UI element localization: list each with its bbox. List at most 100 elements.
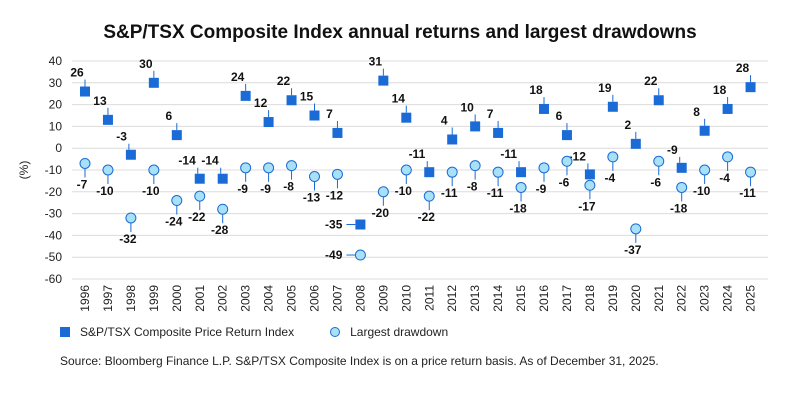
x-tick-label: 2015 [514, 285, 528, 312]
drawdown-data-label: -6 [650, 175, 661, 189]
return-point [722, 103, 733, 114]
return-data-label: -35 [325, 218, 343, 232]
drawdown-point [745, 166, 757, 178]
y-tick-label: -10 [45, 163, 63, 177]
x-tick-label: 2013 [468, 285, 482, 312]
y-tick-label: 20 [49, 98, 63, 112]
legend-item-drawdown: Largest drawdown [330, 325, 448, 339]
drawdown-point [79, 157, 91, 169]
return-data-label: 14 [392, 92, 406, 106]
x-tick-label: 2023 [698, 285, 712, 312]
legend-item-return: S&P/TSX Composite Price Return Index [60, 325, 294, 339]
return-point [286, 95, 297, 106]
return-point [148, 77, 159, 88]
return-point [470, 121, 481, 132]
x-tick-label: 2007 [330, 285, 344, 312]
y-tick-label: -30 [45, 207, 63, 221]
return-data-label: 7 [326, 107, 333, 121]
return-data-label: 26 [70, 66, 84, 80]
return-data-label: -11 [409, 147, 426, 161]
return-point [80, 86, 90, 97]
return-point [102, 114, 113, 125]
return-point [561, 130, 572, 141]
return-data-label: 10 [460, 100, 474, 114]
drawdown-point [309, 171, 320, 183]
drawdown-point [331, 168, 343, 180]
y-tick-label: 30 [49, 76, 63, 90]
return-data-label: -3 [116, 130, 127, 144]
x-tick-label: 1998 [124, 285, 138, 312]
x-tick-label: 2022 [675, 285, 689, 312]
drawdown-data-label: -37 [624, 243, 642, 257]
drawdown-point [561, 155, 573, 167]
return-data-label: 24 [231, 70, 245, 84]
return-point [493, 127, 504, 138]
return-point [630, 138, 641, 149]
return-point [676, 162, 687, 173]
return-data-label: 19 [598, 81, 612, 95]
x-tick-label: 2020 [629, 285, 643, 312]
drawdown-point [676, 181, 688, 193]
return-data-label: -14 [201, 154, 219, 168]
drawdown-point [653, 155, 665, 167]
drawdown-point [102, 164, 114, 176]
drawdown-data-label: -8 [283, 180, 294, 194]
return-data-label: 13 [93, 94, 107, 108]
drawdown-point [515, 181, 527, 193]
x-tick-label: 2002 [216, 285, 230, 312]
drawdown-data-label: -9 [536, 182, 547, 196]
drawdown-point [538, 162, 550, 174]
return-data-label: 28 [736, 61, 750, 75]
return-point [424, 167, 435, 178]
return-point [355, 219, 366, 230]
drawdown-data-label: -9 [260, 182, 271, 196]
x-tick-label: 1999 [147, 285, 161, 312]
legend-square-marker [60, 327, 70, 337]
drawdown-point [240, 162, 252, 174]
drawdown-data-label: -20 [372, 206, 390, 220]
drawdown-data-label: -11 [441, 186, 458, 200]
drawdown-data-label: -13 [303, 191, 321, 205]
x-tick-label: 2009 [376, 285, 390, 312]
return-point [607, 101, 618, 112]
return-data-label: 7 [487, 107, 494, 121]
x-tick-label: 2000 [170, 285, 184, 312]
return-point [263, 117, 274, 128]
drawdown-point [148, 164, 160, 176]
return-data-label: 22 [644, 74, 658, 88]
drawdown-point [194, 190, 206, 202]
drawdown-point [722, 151, 734, 163]
drawdown-data-label: -11 [487, 186, 504, 200]
drawdown-data-label: -6 [559, 175, 570, 189]
return-data-label: 15 [300, 90, 314, 104]
drawdown-data-label: -11 [739, 186, 756, 200]
drawdown-point [354, 249, 366, 261]
return-data-label: 12 [254, 96, 268, 110]
drawdown-data-label: -9 [237, 182, 248, 196]
y-tick-label: -20 [45, 185, 63, 199]
drawdown-data-label: -32 [119, 232, 137, 246]
return-point [584, 169, 595, 180]
drawdown-data-label: -10 [693, 184, 711, 198]
legend-drawdown-label: Largest drawdown [350, 325, 449, 339]
drawdown-point [400, 164, 412, 176]
x-tick-label: 2021 [652, 285, 666, 312]
y-tick-label: -40 [45, 228, 63, 242]
return-point [194, 173, 205, 184]
legend-circle-marker [330, 327, 341, 337]
x-tick-label: 2018 [583, 285, 597, 312]
drawdown-point [630, 223, 642, 235]
drawdown-point [699, 164, 711, 176]
drawdown-data-label: -18 [670, 201, 688, 215]
drawdown-point [423, 190, 435, 202]
return-point [171, 130, 182, 141]
return-point [516, 167, 527, 178]
return-data-label: 22 [277, 74, 291, 88]
return-point [653, 95, 664, 106]
drawdown-point [286, 160, 298, 172]
drawdown-data-label: -10 [142, 184, 160, 198]
drawdown-data-label: -22 [188, 210, 206, 224]
y-axis-label: (%) [17, 161, 31, 180]
return-point [217, 173, 228, 184]
